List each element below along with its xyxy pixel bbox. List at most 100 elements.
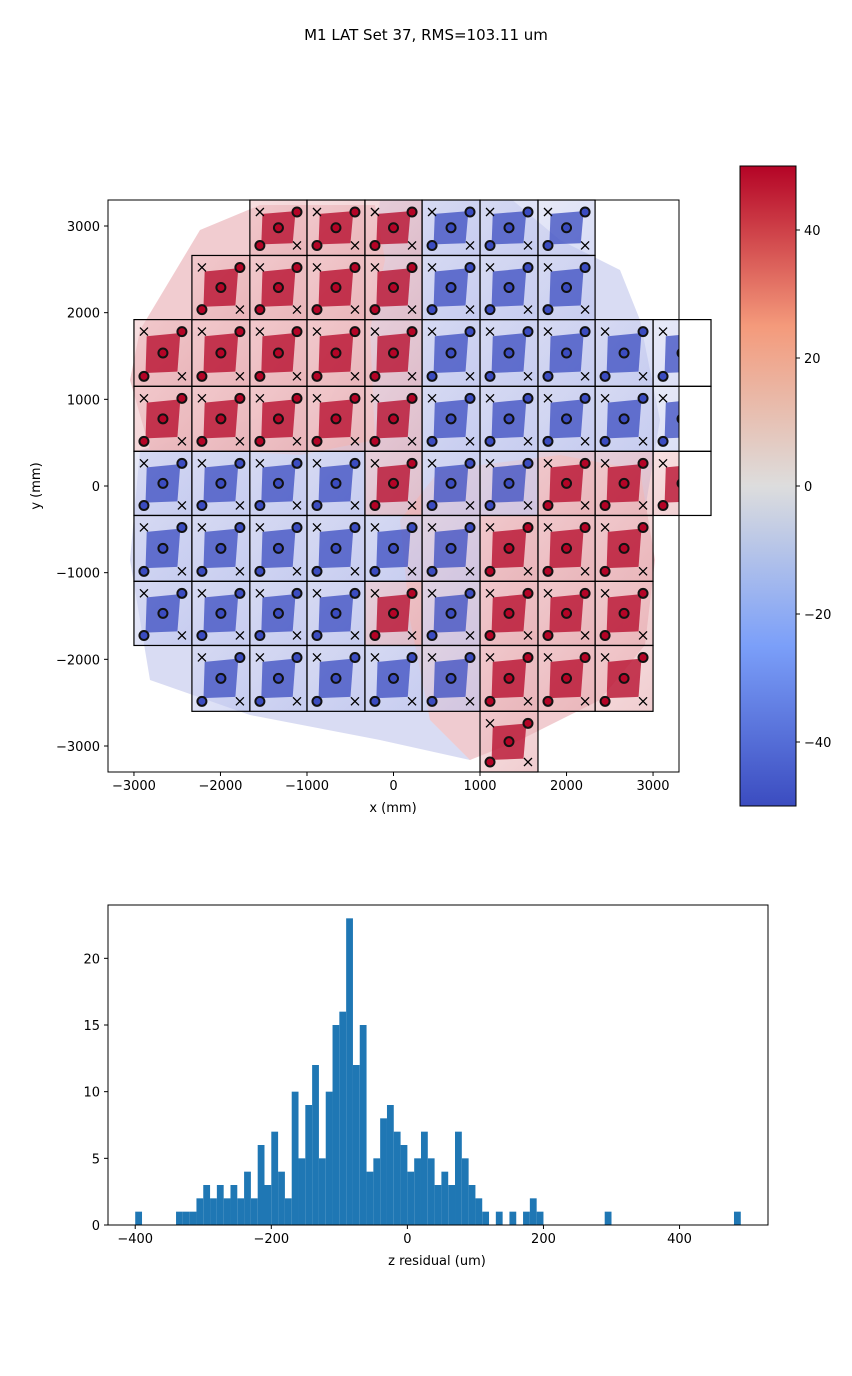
- actuator-circle-marker: [637, 651, 649, 663]
- actuator-cross-marker: [350, 371, 360, 381]
- actuator-cross-marker: [235, 566, 245, 576]
- actuator-circle-marker: [426, 239, 438, 251]
- actuator-cross-marker: [543, 327, 553, 337]
- actuator-cross-marker: [580, 501, 590, 510]
- actuator-cross-marker: [465, 305, 475, 315]
- actuator-circle-marker: [406, 206, 418, 218]
- actuator-circle-marker: [388, 672, 399, 684]
- actuator-circle-marker: [618, 607, 630, 619]
- segment-cell: [480, 386, 538, 452]
- segment-cell: [422, 319, 481, 387]
- actuator-circle-marker: [388, 222, 399, 234]
- actuator-circle-marker: [291, 521, 303, 533]
- actuator-circle-marker: [426, 304, 438, 316]
- histogram-bar: [223, 1198, 231, 1225]
- actuator-cross-marker: [255, 653, 265, 662]
- actuator-circle-marker: [369, 499, 381, 511]
- actuator-circle-marker: [503, 542, 515, 554]
- actuator-circle-marker: [561, 347, 573, 359]
- segment-cell: [595, 515, 654, 582]
- segment-cell: [595, 645, 654, 712]
- segment-cell: [537, 451, 596, 516]
- actuator-circle-marker: [176, 521, 188, 533]
- actuator-cross-marker: [312, 653, 322, 662]
- actuator-circle-marker: [176, 587, 188, 599]
- actuator-circle-marker: [349, 521, 361, 533]
- actuator-cross-marker: [370, 458, 380, 468]
- histogram-bar: [393, 1131, 401, 1225]
- actuator-circle-marker: [542, 435, 554, 447]
- segment-cell: [191, 581, 250, 646]
- actuator-circle-marker: [484, 435, 496, 447]
- actuator-circle-marker: [349, 261, 361, 273]
- actuator-circle-marker: [406, 587, 418, 599]
- actuator-circle-marker: [484, 565, 496, 577]
- actuator-circle-marker: [196, 499, 208, 511]
- actuator-cross-marker: [523, 371, 533, 381]
- actuator-circle-marker: [254, 304, 266, 316]
- histogram-bar: [733, 1211, 741, 1225]
- actuator-cross-marker: [407, 371, 417, 381]
- actuator-circle-marker: [657, 370, 669, 382]
- actuator-circle-marker: [291, 651, 303, 663]
- actuator-circle-marker: [445, 222, 457, 234]
- segment-cell: [249, 319, 307, 387]
- histogram-bar: [604, 1211, 612, 1225]
- segment-cell: [191, 645, 250, 712]
- actuator-cross-marker: [523, 501, 533, 510]
- histogram-x-axis-label: z residual (um): [388, 1254, 486, 1269]
- actuator-circle-marker: [291, 206, 303, 218]
- actuator-circle-marker: [311, 629, 323, 641]
- actuator-circle-marker: [369, 629, 381, 641]
- actuator-cross-marker: [255, 207, 265, 217]
- actuator-circle-marker: [522, 457, 534, 469]
- actuator-circle-marker: [426, 695, 438, 707]
- segment-cell: [306, 255, 365, 320]
- segment-cell: [595, 581, 654, 646]
- histogram-bar: [455, 1131, 462, 1225]
- actuator-circle-marker: [138, 499, 150, 511]
- histogram-bar: [244, 1171, 251, 1225]
- segment-cell: [480, 319, 538, 387]
- actuator-cross-marker: [407, 631, 417, 640]
- histogram-bar: [203, 1185, 211, 1225]
- actuator-cross-marker: [543, 263, 553, 272]
- segment-cell: [306, 645, 365, 712]
- map-x-tick-label: 1000: [463, 779, 496, 794]
- segment-cell: [595, 386, 654, 452]
- histogram-bar: [237, 1198, 245, 1225]
- segment-cell: [364, 645, 423, 712]
- segment-cell: [306, 319, 365, 387]
- segment-cell: [480, 451, 538, 516]
- actuator-cross-marker: [638, 501, 648, 510]
- histogram-x-tick-label: 400: [667, 1232, 692, 1247]
- actuator-circle-marker: [522, 521, 534, 533]
- actuator-circle-marker: [272, 477, 284, 489]
- segment-cell: [480, 200, 538, 256]
- histogram-y-tick-label: 10: [83, 1086, 100, 1101]
- actuator-circle-marker: [561, 672, 573, 684]
- histogram-bar: [461, 1158, 469, 1225]
- actuator-circle-marker: [272, 607, 284, 619]
- actuator-circle-marker: [522, 326, 534, 338]
- actuator-circle-marker: [542, 370, 554, 382]
- actuator-cross-marker: [255, 588, 265, 598]
- actuator-cross-marker: [255, 393, 265, 403]
- segment-cell: [537, 255, 596, 320]
- actuator-cross-marker: [638, 631, 648, 640]
- actuator-circle-marker: [542, 695, 554, 707]
- histogram-bar: [482, 1211, 490, 1225]
- segment-cell: [364, 200, 423, 256]
- histogram-bar: [420, 1131, 428, 1225]
- segment-cell: [364, 515, 423, 582]
- segment-cell: [306, 386, 365, 452]
- map-y-tick-label: 3000: [67, 220, 100, 235]
- segment-cell: [653, 319, 679, 387]
- actuator-cross-marker: [370, 393, 380, 403]
- histogram-bar: [380, 1118, 387, 1225]
- actuator-circle-marker: [445, 347, 457, 359]
- segment-cell: [422, 255, 481, 320]
- actuator-circle-marker: [215, 347, 227, 359]
- actuator-circle-marker: [330, 607, 342, 619]
- histogram-bar: [536, 1211, 544, 1225]
